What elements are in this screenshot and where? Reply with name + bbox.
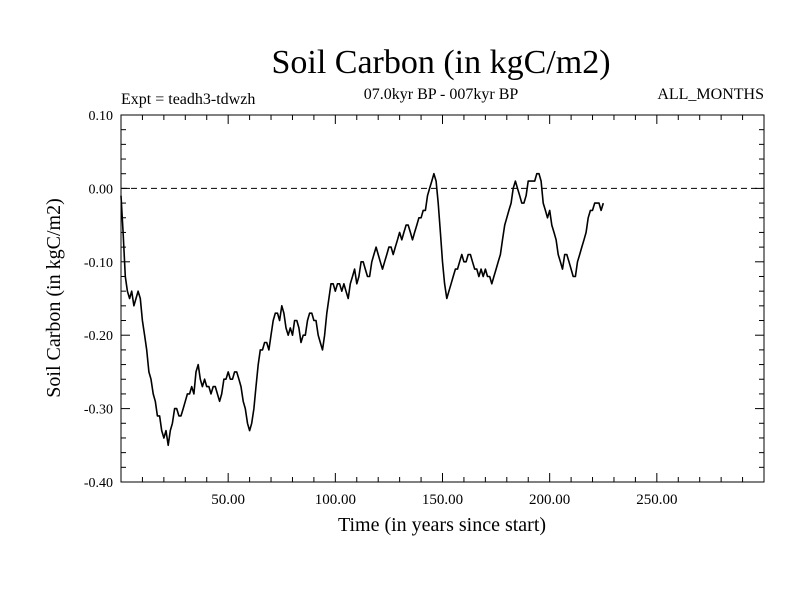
chart-title: Soil Carbon (in kgC/m2) xyxy=(271,44,610,81)
y-tick-label: -0.40 xyxy=(84,476,113,491)
y-tick-label: 0.10 xyxy=(89,109,114,124)
y-axis-ticks: 0.10 0.00 -0.10 -0.20 -0.30 -0.40 xyxy=(84,109,764,491)
y-tick-label: -0.30 xyxy=(84,403,113,418)
x-tick-label: 150.00 xyxy=(422,492,463,508)
x-axis-ticks: 50.00 100.00 150.00 200.00 250.00 xyxy=(211,115,677,508)
y-axis-label: Soil Carbon (in kgC/m2) xyxy=(43,198,65,397)
y-tick-label: -0.20 xyxy=(84,329,113,344)
soil-carbon-series-line xyxy=(120,172,605,447)
months-label: ALL_MONTHS xyxy=(657,86,764,103)
x-tick-label: 200.00 xyxy=(529,492,570,508)
x-tick-label: 250.00 xyxy=(636,492,677,508)
expt-label: Expt = teadh3-tdwzh xyxy=(121,91,255,108)
period-label: 07.0kyr BP - 007kyr BP xyxy=(364,86,519,103)
x-tick-label: 50.00 xyxy=(211,492,245,508)
plot-frame xyxy=(120,114,765,483)
x-tick-label: 100.00 xyxy=(315,492,356,508)
minor-ticks xyxy=(121,115,764,482)
y-tick-label: 0.00 xyxy=(89,182,114,197)
y-tick-label: -0.10 xyxy=(84,256,113,271)
x-axis-label: Time (in years since start) xyxy=(338,514,546,536)
